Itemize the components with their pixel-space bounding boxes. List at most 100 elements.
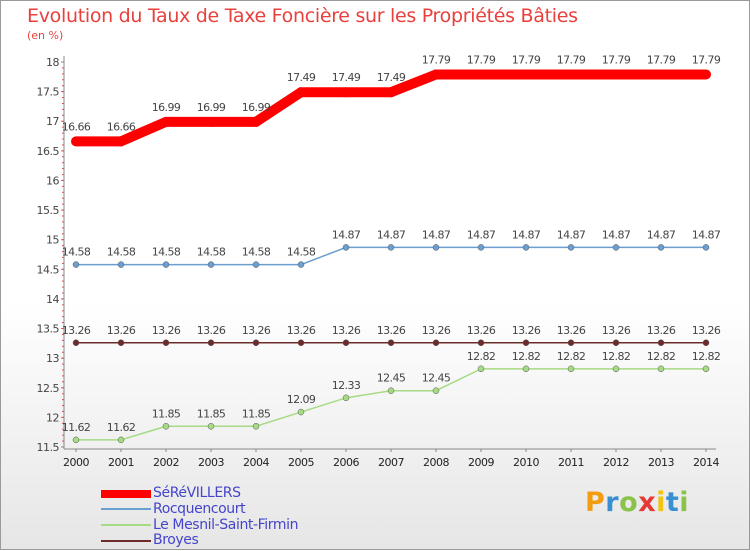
data-label-broyes: 13.26 [647, 324, 676, 337]
data-label-serevillers: 17.79 [467, 53, 496, 66]
y-minor-tick [62, 233, 64, 235]
x-tick-label: 2006 [333, 456, 359, 469]
data-label-le-mesnil-saint-firmin: 12.82 [512, 350, 541, 363]
data-label-rocquencourt: 14.87 [512, 228, 541, 241]
data-label-broyes: 13.26 [197, 324, 226, 337]
data-label-broyes: 13.26 [377, 324, 406, 337]
data-point-le-mesnil-saint-firmin [252, 423, 260, 430]
y-minor-tick [62, 333, 64, 335]
data-point-broyes [162, 339, 170, 347]
y-minor-tick [62, 357, 64, 359]
data-label-rocquencourt: 14.58 [197, 246, 226, 259]
y-minor-tick [62, 375, 64, 377]
y-tick-label: 11.5 [37, 441, 60, 454]
y-tick-label: 17 [46, 115, 59, 128]
y-minor-tick [62, 251, 64, 253]
data-label-broyes: 13.26 [512, 324, 541, 337]
data-point-le-mesnil-saint-firmin [207, 423, 215, 430]
data-point-broyes [117, 339, 125, 347]
y-minor-tick [62, 91, 64, 93]
data-label-serevillers: 17.79 [692, 53, 721, 66]
x-tick-label: 2014 [693, 456, 719, 469]
y-tick-label: 15.5 [37, 204, 60, 217]
y-minor-tick [62, 298, 64, 300]
data-point-broyes [432, 339, 440, 347]
data-point-serevillers [431, 69, 441, 80]
y-minor-tick [62, 114, 64, 116]
y-minor-tick [62, 316, 64, 318]
y-tick-label: 14 [46, 293, 59, 306]
data-label-broyes: 13.26 [557, 324, 586, 337]
data-point-broyes [612, 339, 620, 347]
data-point-broyes [297, 339, 305, 347]
data-point-rocquencourt [297, 261, 305, 268]
y-minor-tick [62, 221, 64, 223]
y-minor-tick [62, 108, 64, 110]
y-minor-tick [62, 310, 64, 312]
y-minor-tick [62, 286, 64, 288]
y-minor-tick [62, 85, 64, 87]
data-label-rocquencourt: 14.58 [107, 246, 136, 259]
data-label-serevillers: 16.66 [62, 120, 91, 133]
data-label-serevillers: 16.99 [242, 101, 271, 114]
y-minor-tick [62, 262, 64, 264]
data-label-le-mesnil-saint-firmin: 12.33 [332, 379, 361, 392]
y-minor-tick [62, 440, 64, 442]
data-label-broyes: 13.26 [422, 324, 451, 337]
y-minor-tick [62, 351, 64, 353]
x-tick-label: 2012 [603, 456, 629, 469]
x-tick-label: 2005 [288, 456, 314, 469]
legend-label-rocquencourt: Rocquencourt [153, 501, 246, 517]
data-point-broyes [387, 339, 395, 347]
data-point-rocquencourt [342, 244, 350, 251]
data-label-le-mesnil-saint-firmin: 11.62 [62, 421, 91, 434]
y-minor-tick [62, 434, 64, 436]
data-label-broyes: 13.26 [62, 324, 91, 337]
y-minor-tick [62, 239, 64, 241]
x-tick-label: 2011 [558, 456, 584, 469]
data-label-rocquencourt: 14.58 [242, 246, 271, 259]
data-label-serevillers: 16.99 [197, 101, 226, 114]
data-label-le-mesnil-saint-firmin: 12.45 [377, 372, 406, 385]
y-minor-tick [62, 405, 64, 407]
y-tick-label: 13.5 [37, 323, 60, 336]
y-minor-tick [62, 67, 64, 69]
y-minor-tick [62, 422, 64, 424]
data-label-le-mesnil-saint-firmin: 11.85 [242, 407, 271, 420]
y-minor-tick [62, 174, 64, 176]
data-point-le-mesnil-saint-firmin [72, 436, 80, 444]
data-label-rocquencourt: 14.58 [152, 246, 181, 259]
data-label-serevillers: 17.49 [377, 71, 406, 84]
data-label-broyes: 13.26 [692, 324, 721, 337]
legend-swatch-le-mesnil-saint-firmin [101, 524, 151, 526]
y-minor-tick [62, 227, 64, 229]
data-label-serevillers: 17.79 [647, 53, 676, 66]
data-point-rocquencourt [72, 261, 80, 268]
y-minor-tick [62, 191, 64, 193]
data-label-serevillers: 17.49 [287, 71, 316, 84]
data-label-serevillers: 17.79 [422, 53, 451, 66]
data-point-serevillers [296, 87, 306, 98]
y-minor-tick [62, 120, 64, 122]
data-label-rocquencourt: 14.87 [647, 228, 676, 241]
data-point-serevillers [656, 69, 666, 80]
y-minor-tick [62, 185, 64, 187]
y-minor-tick [62, 381, 64, 383]
y-minor-tick [62, 322, 64, 324]
x-tick-label: 2004 [243, 456, 269, 469]
data-label-le-mesnil-saint-firmin: 11.85 [152, 407, 181, 420]
data-point-le-mesnil-saint-firmin [567, 365, 575, 373]
data-point-rocquencourt [252, 261, 260, 268]
x-tick-label: 2013 [648, 456, 674, 469]
data-point-rocquencourt [657, 244, 665, 251]
data-point-serevillers [341, 87, 351, 98]
data-point-serevillers [476, 69, 486, 80]
data-label-rocquencourt: 14.87 [602, 228, 631, 241]
data-point-le-mesnil-saint-firmin [117, 436, 125, 444]
data-label-rocquencourt: 14.87 [332, 228, 361, 241]
legend-label-le-mesnil-saint-firmin: Le Mesnil-Saint-Firmin [153, 517, 299, 533]
y-minor-tick [62, 369, 64, 371]
x-tick-label: 2007 [378, 456, 404, 469]
x-tick-label: 2002 [153, 456, 179, 469]
